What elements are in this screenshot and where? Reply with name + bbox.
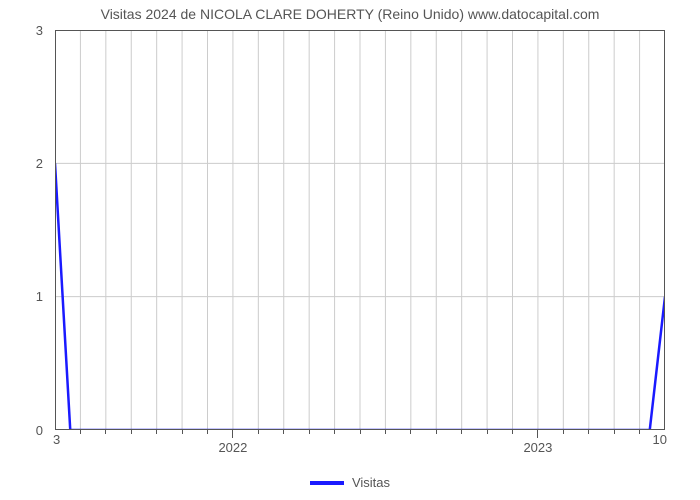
y-tick-label: 0: [0, 423, 43, 438]
x-minor-tick: [309, 430, 310, 434]
x-minor-tick: [410, 430, 411, 434]
y-tick-label: 2: [0, 156, 43, 171]
x-minor-tick: [334, 430, 335, 434]
legend-label: Visitas: [352, 475, 390, 490]
chart-container: { "chart": { "type": "line", "title": "V…: [0, 0, 700, 500]
x-minor-tick: [105, 430, 106, 434]
x-minor-tick: [614, 430, 615, 434]
x-minor-tick: [512, 430, 513, 434]
legend-swatch: [310, 481, 344, 485]
x-minor-tick: [258, 430, 259, 434]
x-minor-tick: [207, 430, 208, 434]
x-end-label: 10: [653, 432, 667, 447]
x-minor-tick: [131, 430, 132, 434]
chart-title: Visitas 2024 de NICOLA CLARE DOHERTY (Re…: [0, 6, 700, 22]
x-minor-tick: [182, 430, 183, 434]
y-tick-label: 1: [0, 289, 43, 304]
plot-area: [55, 30, 665, 430]
x-minor-tick: [461, 430, 462, 434]
x-minor-tick: [283, 430, 284, 434]
x-minor-tick: [487, 430, 488, 434]
x-minor-tick: [563, 430, 564, 434]
legend: Visitas: [0, 475, 700, 490]
x-major-tick: [232, 430, 233, 438]
x-tick-label: 2023: [523, 440, 552, 455]
x-minor-tick: [639, 430, 640, 434]
x-minor-tick: [385, 430, 386, 434]
x-minor-tick: [436, 430, 437, 434]
x-minor-tick: [156, 430, 157, 434]
x-start-label: 3: [53, 432, 60, 447]
x-major-tick: [537, 430, 538, 438]
x-minor-tick: [360, 430, 361, 434]
x-tick-label: 2022: [218, 440, 247, 455]
y-tick-label: 3: [0, 23, 43, 38]
x-minor-tick: [80, 430, 81, 434]
x-minor-tick: [588, 430, 589, 434]
